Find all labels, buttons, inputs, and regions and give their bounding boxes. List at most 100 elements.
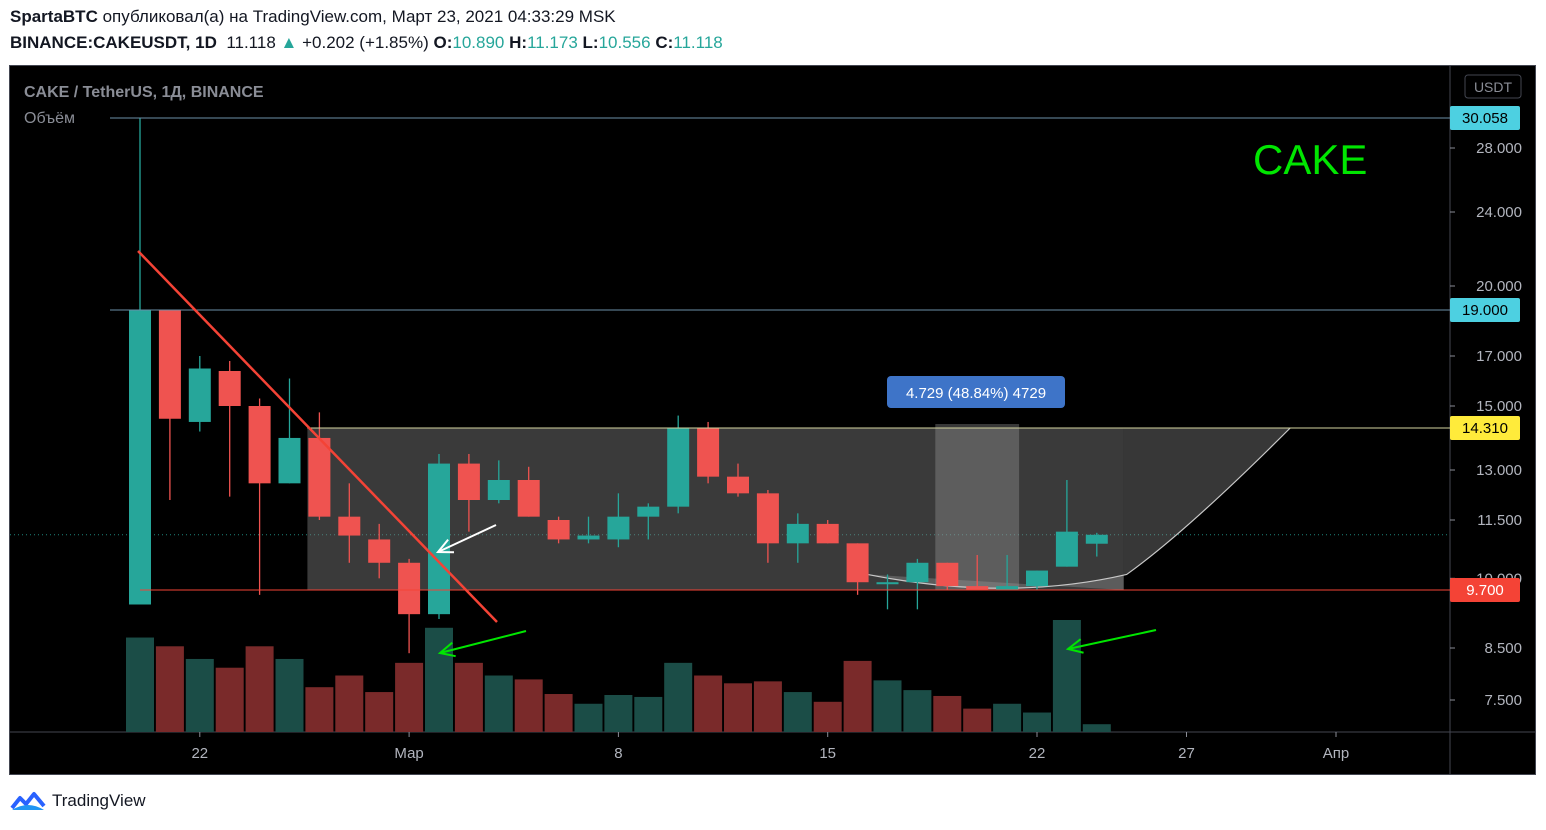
- price-tick-label: 15.000: [1476, 398, 1522, 415]
- price-label-text: 19.000: [1462, 302, 1508, 319]
- price-tick-label: 24.000: [1476, 204, 1522, 221]
- price-label-text: 9.700: [1466, 582, 1504, 599]
- green-arrow-icon-head: [437, 641, 456, 658]
- candle-body[interactable]: [1026, 570, 1048, 587]
- chart-frame[interactable]: 28.000 24.000 20.000 17.000 15.000 13.000 11.5…: [9, 65, 1536, 775]
- candle-body[interactable]: [756, 493, 779, 544]
- price-tick-label: 20.000: [1476, 278, 1522, 295]
- volume-bar: [993, 703, 1022, 732]
- green-arrow-icon: [1067, 629, 1157, 650]
- price-label-text: 14.310: [1462, 420, 1508, 437]
- volume-bar: [903, 690, 932, 732]
- price-label-tag: [1450, 578, 1520, 602]
- green-arrow-icon-head: [1065, 638, 1084, 654]
- price-label-tag: [1450, 416, 1520, 440]
- candle-body[interactable]: [906, 562, 929, 583]
- white-arrow-icon-head: [435, 538, 455, 554]
- price-tick-label: 13.000: [1476, 462, 1522, 479]
- candle-body[interactable]: [876, 582, 899, 585]
- candle-body[interactable]: [398, 562, 421, 615]
- currency-label[interactable]: USDT: [1474, 79, 1513, 95]
- candle-body[interactable]: [996, 586, 1019, 590]
- candle-body[interactable]: [547, 520, 570, 540]
- volume-bar: [753, 681, 782, 732]
- volume-bar: [425, 627, 453, 732]
- candle-body[interactable]: [727, 476, 749, 494]
- candle-body[interactable]: [338, 516, 361, 536]
- close-label: C:: [655, 33, 674, 52]
- volume-bar: [724, 683, 752, 732]
- candle-body[interactable]: [158, 310, 181, 419]
- candle-body[interactable]: [577, 535, 600, 540]
- price-tick-label: 28.000: [1476, 140, 1522, 157]
- candle-body[interactable]: [129, 310, 151, 605]
- candle-body[interactable]: [1055, 531, 1078, 567]
- candle-body[interactable]: [966, 586, 989, 590]
- candle-body[interactable]: [936, 562, 959, 587]
- tradingview-footer[interactable]: TradingView: [10, 790, 146, 812]
- currency-button[interactable]: [1464, 74, 1522, 99]
- volume-bar: [1082, 724, 1111, 732]
- candle-body[interactable]: [846, 543, 869, 583]
- candle-body[interactable]: [517, 480, 540, 517]
- chart-title: CAKE / TetherUS, 1Д, BINANCE: [24, 84, 264, 101]
- high-value: 11.173: [527, 33, 578, 52]
- candle-body[interactable]: [457, 463, 480, 500]
- open-value: 10.890: [452, 33, 505, 52]
- tradingview-logo-icon: [10, 792, 46, 810]
- published-text: опубликовал(а) на TradingView.com, Март …: [102, 7, 616, 26]
- candle-body[interactable]: [1085, 534, 1108, 544]
- candle-body[interactable]: [786, 523, 809, 544]
- volume-bar: [514, 679, 543, 732]
- volume-bar: [185, 658, 214, 732]
- price-chart[interactable]: 28.000 24.000 20.000 17.000 15.000 13.000 11.5…: [10, 66, 1535, 774]
- price-label-tag: [1450, 106, 1520, 130]
- volume-bar: [694, 675, 723, 732]
- time-tick-label: 22: [1029, 745, 1046, 762]
- symbol-info: BINANCE:CAKEUSDT, 1D 11.118 ▲ +0.202 (+1…: [10, 33, 723, 53]
- low-label: L:: [582, 33, 599, 52]
- cake-watermark: CAKE: [1253, 136, 1367, 183]
- close-value: 11.118: [673, 33, 723, 52]
- candle-body[interactable]: [816, 523, 839, 544]
- candle-body[interactable]: [607, 516, 630, 540]
- candle-body[interactable]: [368, 539, 391, 563]
- candle-body[interactable]: [218, 371, 241, 406]
- volume-bar: [963, 708, 992, 732]
- candle-body[interactable]: [248, 406, 271, 484]
- candle-body[interactable]: [637, 506, 660, 517]
- price-label-tag: [1450, 298, 1520, 322]
- volume-bar: [1023, 712, 1051, 732]
- price-label-text: 30.058: [1462, 110, 1508, 127]
- candle-body[interactable]: [667, 428, 690, 507]
- price-tick-label: 8.500: [1484, 640, 1522, 657]
- candle-body[interactable]: [308, 437, 331, 517]
- candle-body[interactable]: [278, 437, 301, 484]
- volume-bar: [604, 694, 633, 732]
- white-arrow-icon: [437, 524, 497, 553]
- open-label: O:: [433, 33, 453, 52]
- tradingview-brand[interactable]: TradingView: [52, 791, 146, 810]
- volume-bar: [1052, 620, 1081, 732]
- price-tick-label: 17.000: [1476, 348, 1522, 365]
- candle-body[interactable]: [487, 480, 510, 500]
- volume-bar: [454, 662, 483, 732]
- measure-label-box: [887, 376, 1065, 408]
- volume-bar: [843, 660, 872, 732]
- candle-body[interactable]: [188, 368, 211, 422]
- volume-bar: [275, 658, 304, 732]
- trend-line[interactable]: [137, 250, 498, 623]
- candle-body[interactable]: [428, 463, 450, 615]
- volume-bar: [305, 687, 334, 732]
- volume-bar: [544, 694, 573, 732]
- volume-bar: [395, 662, 424, 732]
- volume-bar: [634, 696, 663, 732]
- volume-bar: [215, 667, 244, 732]
- author-name[interactable]: SpartaBTC: [10, 7, 98, 26]
- volume-bar: [574, 703, 603, 732]
- candle-body[interactable]: [697, 428, 720, 477]
- cup-fill: [867, 428, 1291, 590]
- volume-bar: [245, 646, 274, 732]
- volume-label: Объём: [24, 110, 75, 127]
- volume-bar: [155, 646, 184, 732]
